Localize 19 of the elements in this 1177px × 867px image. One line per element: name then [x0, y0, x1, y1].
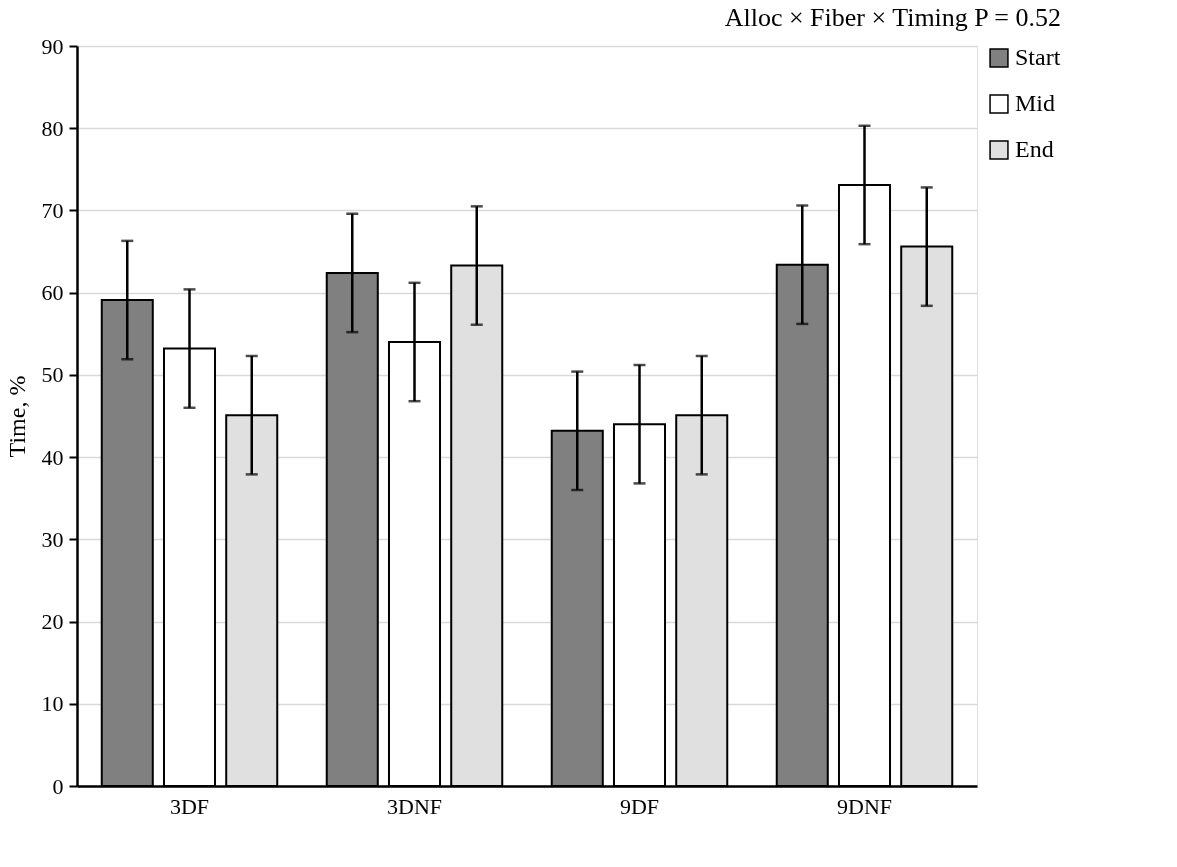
chart-title: Alloc × Fiber × Timing P = 0.52	[724, 3, 1061, 32]
y-tick-label: 40	[41, 444, 64, 470]
x-tick-label: 3DNF	[386, 793, 443, 819]
legend-label: Start	[1015, 44, 1061, 70]
y-tick-label: 80	[41, 115, 64, 141]
x-tick-label: 3DF	[169, 793, 210, 819]
x-tick-label: 9DNF	[836, 793, 893, 819]
y-tick-label: 10	[41, 691, 64, 717]
y-axis-title: Time, %	[3, 375, 30, 458]
y-tick-label: 70	[41, 197, 64, 223]
y-tick-label: 60	[41, 280, 64, 306]
y-tick-label: 20	[41, 609, 64, 635]
y-tick-label: 90	[41, 33, 64, 59]
x-tick-label: 9DF	[619, 793, 660, 819]
y-tick-label: 30	[41, 526, 64, 552]
legend-label: End	[1015, 136, 1054, 162]
y-tick-label: 0	[52, 773, 64, 799]
legend-label: Mid	[1015, 90, 1056, 116]
y-tick-label: 50	[41, 362, 64, 388]
